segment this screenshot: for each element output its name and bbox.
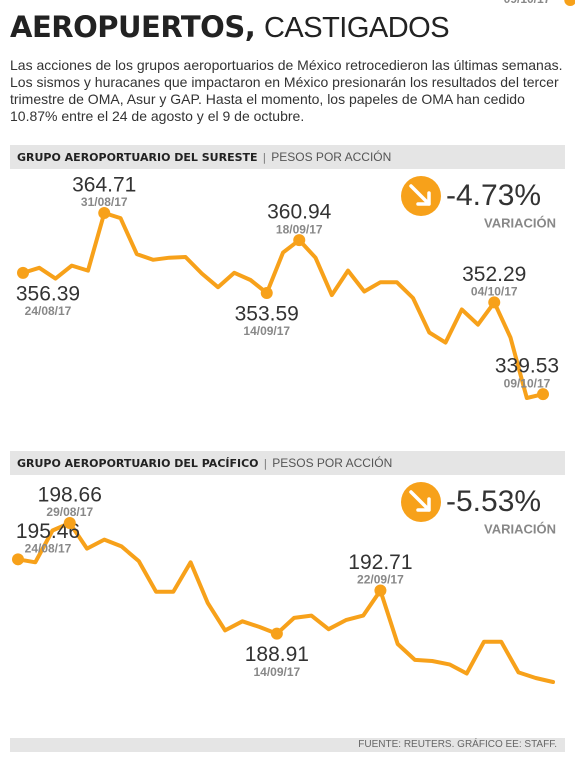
value-label: 356.39 bbox=[16, 282, 80, 305]
value-label: 339.53 bbox=[495, 355, 559, 378]
highlight-point bbox=[270, 627, 283, 640]
source-text: FUENTE: REUTERS. GRÁFICO EE: STAFF. bbox=[358, 739, 557, 750]
date-label: 24/08/17 bbox=[25, 541, 72, 555]
change-label: -4.73% bbox=[446, 179, 541, 212]
value-label: 352.29 bbox=[462, 263, 526, 286]
highlight-point bbox=[488, 296, 501, 309]
change-caption: VARIACIÓN bbox=[484, 521, 556, 536]
date-label: 14/09/17 bbox=[243, 324, 290, 338]
highlight-point bbox=[63, 517, 76, 529]
value-label: 188.91 bbox=[245, 643, 309, 666]
price-line bbox=[16, 521, 555, 684]
highlight-point bbox=[12, 553, 24, 566]
value-label: 360.94 bbox=[267, 201, 332, 224]
value-label: 353.59 bbox=[235, 303, 299, 326]
value-label: 192.71 bbox=[348, 551, 412, 574]
highlight-point bbox=[374, 584, 387, 597]
date-label: 29/08/17 bbox=[46, 505, 93, 519]
date-label: 14/09/17 bbox=[254, 665, 301, 679]
chart-subtitle: PESOS POR ACCIÓN bbox=[272, 456, 393, 470]
separator: | bbox=[262, 151, 267, 164]
headline-rest: CASTIGADOS bbox=[263, 12, 450, 44]
separator: | bbox=[263, 457, 268, 470]
highlight-point bbox=[293, 234, 306, 247]
change-arrow bbox=[409, 490, 431, 512]
date-label: 24/08/17 bbox=[25, 304, 72, 318]
headline: AEROPUERTOS, CASTIGADOS bbox=[10, 10, 450, 45]
highlight-point bbox=[564, 0, 575, 6]
value-label: 195.46 bbox=[16, 520, 80, 543]
chart-header: GRUPO AEROPORTUARIO DEL PACÍFICO | PESOS P… bbox=[10, 451, 565, 475]
chart-header: GRUPO AEROPORTUARIO DEL SURESTE | PESOS PO… bbox=[10, 145, 565, 169]
date-label: 31/08/17 bbox=[81, 195, 128, 209]
highlight-point bbox=[260, 287, 273, 300]
change-arrow bbox=[409, 184, 431, 206]
source: FUENTE: REUTERS. GRÁFICO EE: STAFF. bbox=[10, 738, 565, 752]
change-caption: VARIACIÓN bbox=[484, 215, 556, 230]
date-label: 09/10/17 bbox=[504, 0, 551, 6]
highlight-point bbox=[17, 266, 29, 279]
date-label: 09/10/17 bbox=[504, 376, 551, 390]
value-label: 364.71 bbox=[72, 174, 136, 197]
highlight-point bbox=[98, 207, 111, 219]
intro: Las acciones de los grupos aeroportuario… bbox=[10, 57, 563, 124]
chart-title: GRUPO AEROPORTUARIO DEL PACÍFICO bbox=[17, 457, 259, 470]
chart-subtitle: PESOS POR ACCIÓN bbox=[271, 150, 392, 164]
highlight-point bbox=[537, 388, 549, 401]
date-label: 04/10/17 bbox=[471, 285, 518, 299]
date-label: 22/09/17 bbox=[357, 573, 404, 587]
date-label: 18/09/17 bbox=[276, 222, 323, 236]
headline-main: AEROPUERTOS, bbox=[10, 10, 256, 44]
chart-title: GRUPO AEROPORTUARIO DEL SURESTE bbox=[17, 151, 258, 164]
change-label: -5.53% bbox=[446, 485, 541, 518]
value-label: 198.66 bbox=[38, 484, 102, 507]
